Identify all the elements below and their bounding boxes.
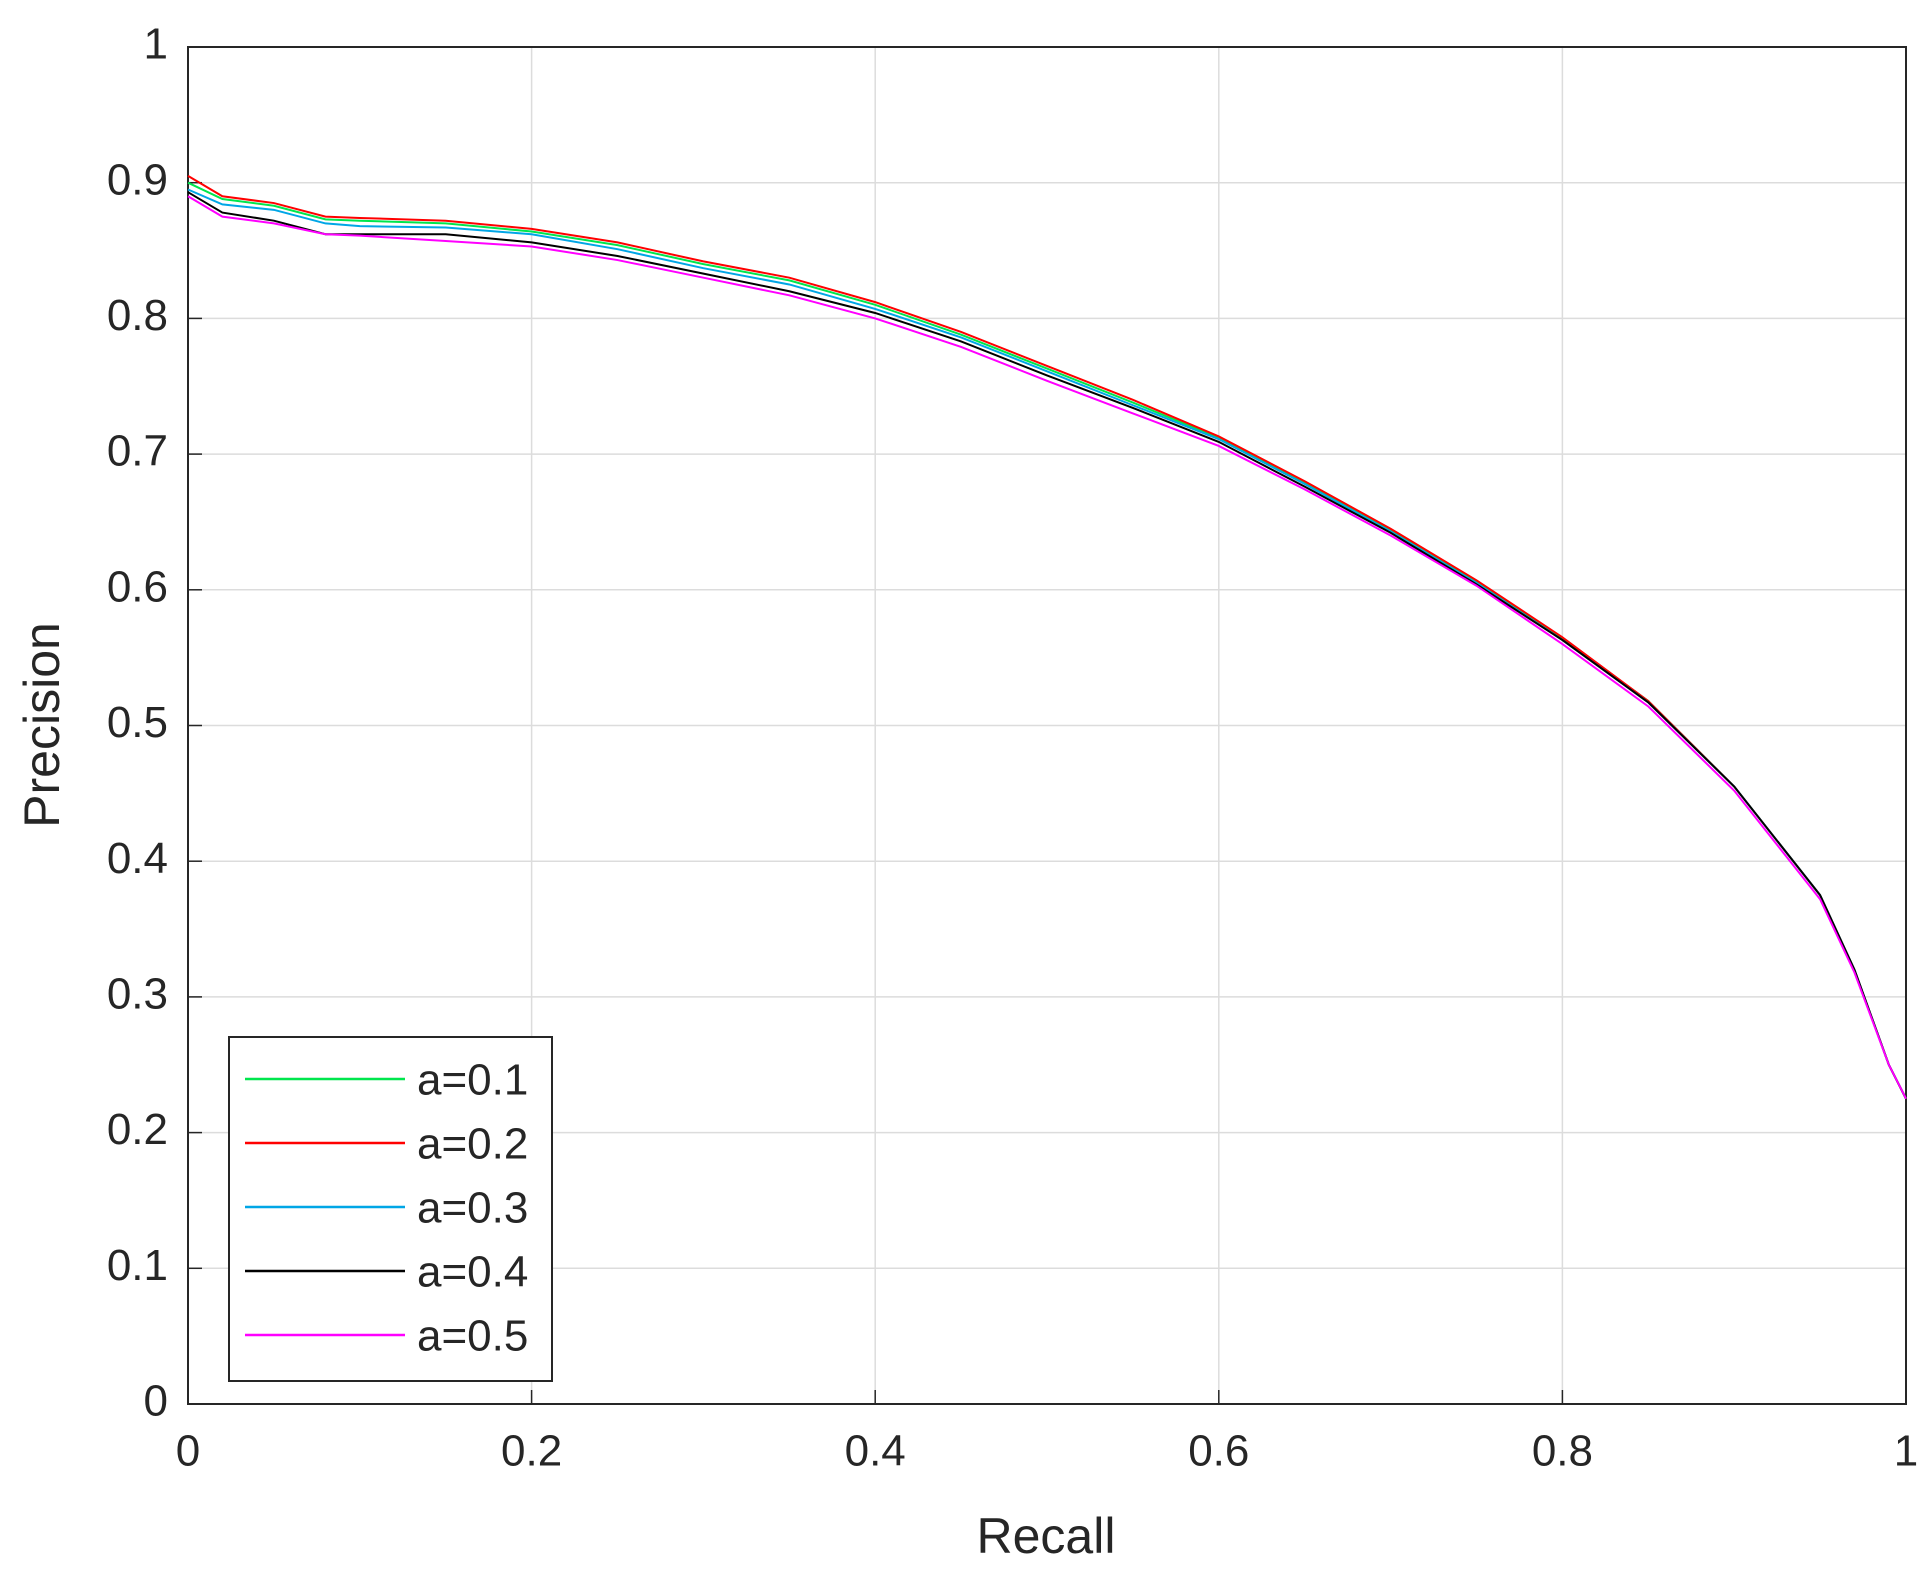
legend-label: a=0.3 xyxy=(417,1184,528,1233)
y-tick-label: 0.8 xyxy=(107,291,168,340)
y-tick-label: 0.4 xyxy=(107,834,168,883)
y-tick-label: 0.9 xyxy=(107,155,168,204)
x-tick-label: 0 xyxy=(176,1427,200,1476)
x-tick-label: 0.4 xyxy=(845,1427,906,1476)
x-tick-label: 1 xyxy=(1894,1427,1918,1476)
legend-label: a=0.2 xyxy=(417,1120,528,1169)
y-tick-label: 0.5 xyxy=(107,698,168,747)
plot-frame xyxy=(187,46,1907,1405)
x-tick-label: 0.2 xyxy=(501,1427,562,1476)
legend-label: a=0.4 xyxy=(417,1248,528,1297)
x-tick-label: 0.6 xyxy=(1188,1427,1249,1476)
y-tick-label: 0 xyxy=(144,1377,168,1426)
series-line xyxy=(187,188,1907,1100)
series-line xyxy=(187,181,1907,1100)
x-tick-label: 0.8 xyxy=(1532,1427,1593,1476)
y-tick-label: 0.6 xyxy=(107,562,168,611)
legend-label: a=0.5 xyxy=(417,1312,528,1361)
y-tick-label: 1 xyxy=(144,20,168,69)
y-axis-label: Precision xyxy=(14,622,70,828)
legend-box xyxy=(228,1036,553,1382)
series-line xyxy=(187,195,1907,1100)
x-axis-label: Recall xyxy=(977,1508,1116,1564)
series-line xyxy=(187,191,1907,1100)
y-tick-label: 0.2 xyxy=(107,1105,168,1154)
y-tick-label: 0.1 xyxy=(107,1241,168,1290)
y-tick-label: 0.7 xyxy=(107,427,168,476)
y-tick-label: 0.3 xyxy=(107,970,168,1019)
legend-label: a=0.1 xyxy=(417,1056,528,1105)
series-line xyxy=(187,175,1907,1100)
